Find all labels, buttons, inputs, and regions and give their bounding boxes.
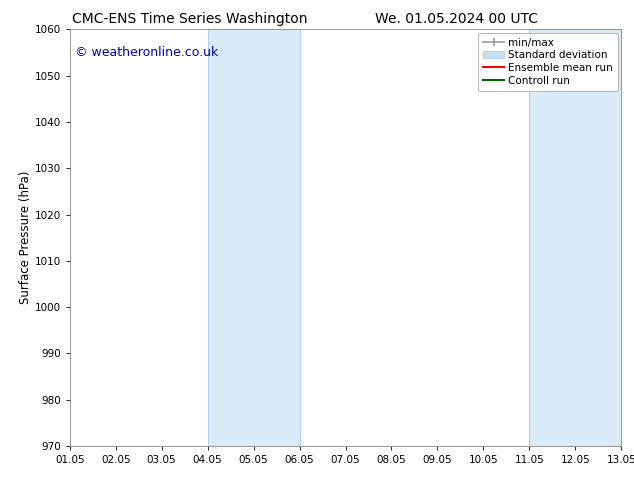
Y-axis label: Surface Pressure (hPa): Surface Pressure (hPa) xyxy=(18,171,32,304)
Bar xyxy=(207,29,299,446)
Text: CMC-ENS Time Series Washington: CMC-ENS Time Series Washington xyxy=(72,12,308,26)
Bar xyxy=(529,29,621,446)
Text: We. 01.05.2024 00 UTC: We. 01.05.2024 00 UTC xyxy=(375,12,538,26)
Legend: min/max, Standard deviation, Ensemble mean run, Controll run: min/max, Standard deviation, Ensemble me… xyxy=(478,32,618,91)
Text: © weatheronline.co.uk: © weatheronline.co.uk xyxy=(75,46,219,59)
